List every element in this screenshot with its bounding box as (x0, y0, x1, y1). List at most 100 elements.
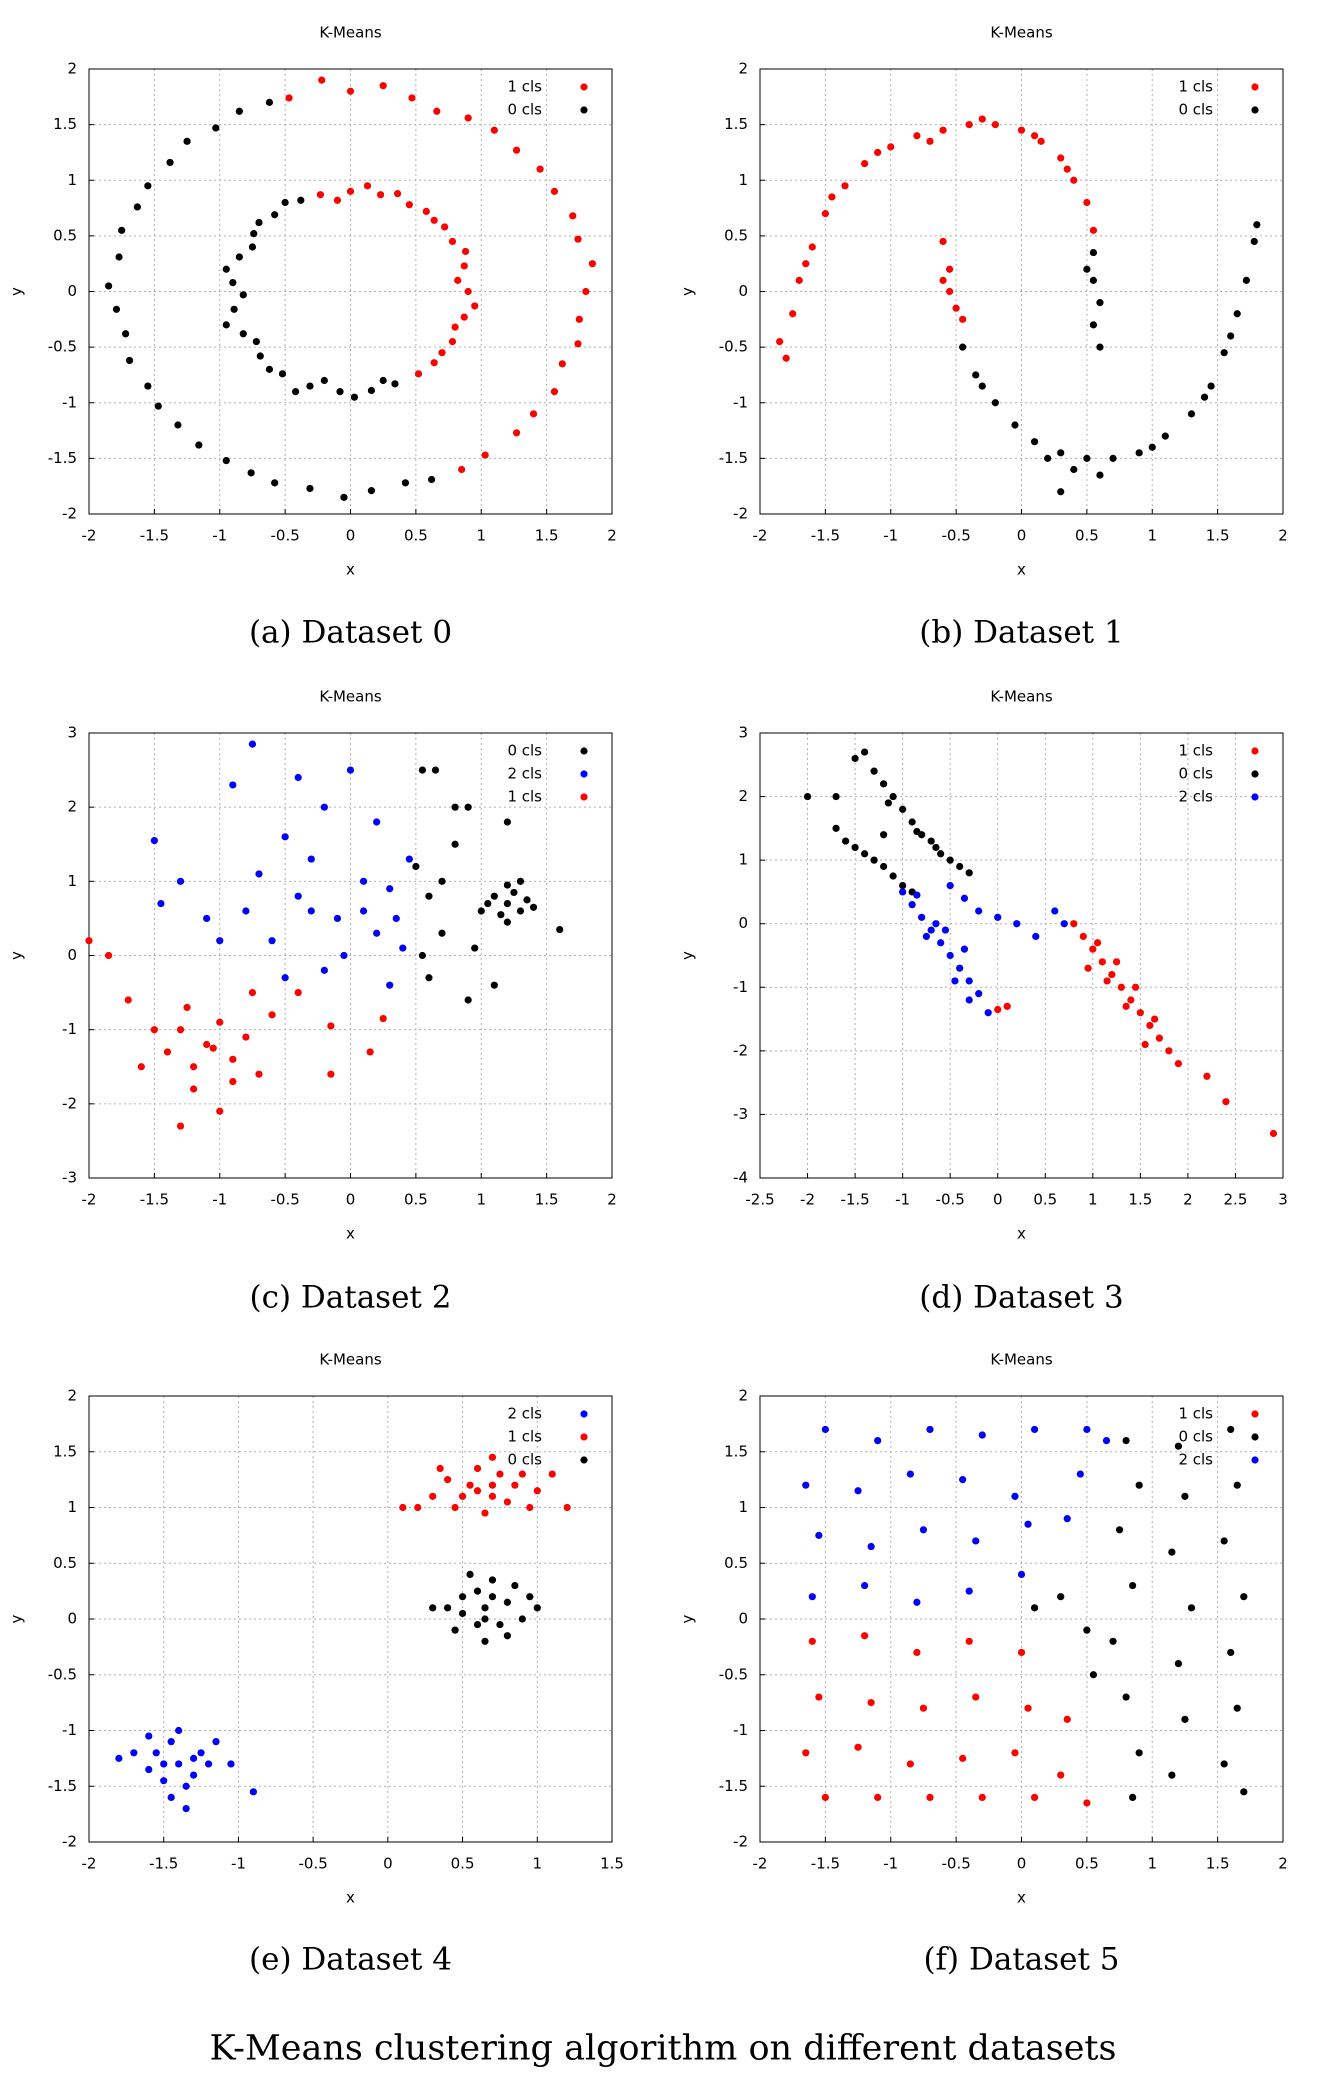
point (144, 182, 152, 190)
point (503, 1598, 511, 1606)
x-tick-label: 2 (1278, 1855, 1288, 1873)
point (533, 1487, 541, 1495)
point (481, 1637, 489, 1645)
point (481, 451, 489, 459)
point (265, 365, 274, 373)
point (832, 824, 840, 832)
point (512, 429, 521, 437)
y-tick-label: 3 (738, 724, 748, 742)
legend-label: 0 cls (1178, 765, 1213, 783)
point (1057, 154, 1065, 162)
y-axis-label: y (679, 287, 697, 296)
point (959, 1476, 967, 1484)
point (932, 920, 940, 928)
point (1096, 343, 1104, 351)
y-tick-label: 1.5 (53, 1442, 77, 1460)
y-tick-label: -2 (733, 1041, 748, 1059)
point (497, 911, 505, 919)
point (803, 792, 812, 801)
point (851, 843, 859, 852)
x-tick-label: -2 (753, 1855, 768, 1873)
point (558, 360, 566, 368)
point (965, 121, 973, 129)
x-tick-label: -0.5 (941, 1855, 970, 1873)
point (975, 907, 983, 915)
point (157, 899, 165, 908)
x-tick-label: 0.5 (404, 527, 428, 545)
point (529, 903, 538, 911)
y-tick-label: -1.5 (719, 449, 748, 467)
point (503, 1632, 511, 1640)
point (1083, 198, 1091, 207)
chart-title: K-Means (319, 24, 382, 42)
point (307, 855, 315, 863)
plot-frame (759, 1395, 1284, 1843)
point (466, 1481, 474, 1489)
point (965, 977, 973, 985)
y-tick-label: 0 (67, 1610, 77, 1628)
point (346, 87, 355, 95)
point (1181, 1715, 1189, 1723)
point (1060, 920, 1068, 928)
point (978, 115, 986, 123)
point (884, 799, 892, 807)
point (166, 158, 174, 167)
point (1063, 165, 1071, 173)
point (1240, 1593, 1248, 1601)
point (425, 892, 433, 900)
point (1222, 1098, 1230, 1106)
point (926, 1793, 934, 1801)
y-tick-label: 0 (67, 282, 77, 300)
legend-marker (1251, 793, 1259, 801)
point (235, 107, 243, 115)
x-tick-label: 0 (383, 1855, 393, 1873)
point (281, 198, 289, 207)
point (278, 370, 287, 378)
point (281, 974, 289, 982)
point (320, 966, 328, 974)
legend-marker (1251, 1410, 1259, 1418)
point (425, 974, 433, 982)
y-tick-label: -1 (733, 978, 748, 996)
point (386, 885, 394, 893)
point (359, 907, 368, 915)
point (176, 877, 185, 885)
x-tick-label: 1 (1147, 527, 1157, 545)
y-tick-label: -2 (733, 1833, 748, 1851)
point (1141, 1040, 1149, 1049)
x-tick-label: -1 (895, 1191, 910, 1209)
y-tick-label: 2 (738, 787, 748, 805)
point (399, 1503, 407, 1512)
point (965, 869, 973, 877)
point (204, 1760, 213, 1768)
point (523, 896, 531, 904)
point (815, 1531, 823, 1539)
y-tick-label: -1.5 (719, 1777, 748, 1795)
x-tick-label: -2 (82, 1191, 97, 1209)
point (913, 132, 921, 140)
point (1089, 1671, 1098, 1679)
point (919, 1526, 928, 1534)
point (490, 981, 498, 989)
point (1011, 1492, 1019, 1500)
point (464, 996, 472, 1004)
point (861, 159, 869, 168)
point (222, 321, 230, 329)
point (391, 380, 399, 388)
point (913, 1598, 921, 1606)
point (951, 977, 959, 985)
point (183, 1003, 191, 1012)
legend-label: 1 cls (1178, 742, 1213, 760)
y-tick-label: 1 (67, 872, 77, 890)
point (588, 260, 596, 268)
point (1089, 226, 1098, 234)
y-tick-label: 2 (67, 60, 77, 78)
y-tick-label: 0 (738, 1610, 748, 1628)
point (1093, 939, 1102, 947)
x-tick-label: -1 (883, 1855, 898, 1873)
point (941, 926, 950, 934)
y-tick-label: 0.5 (724, 1554, 748, 1572)
point (461, 247, 470, 256)
point (1115, 1526, 1124, 1534)
point (1165, 1047, 1173, 1055)
